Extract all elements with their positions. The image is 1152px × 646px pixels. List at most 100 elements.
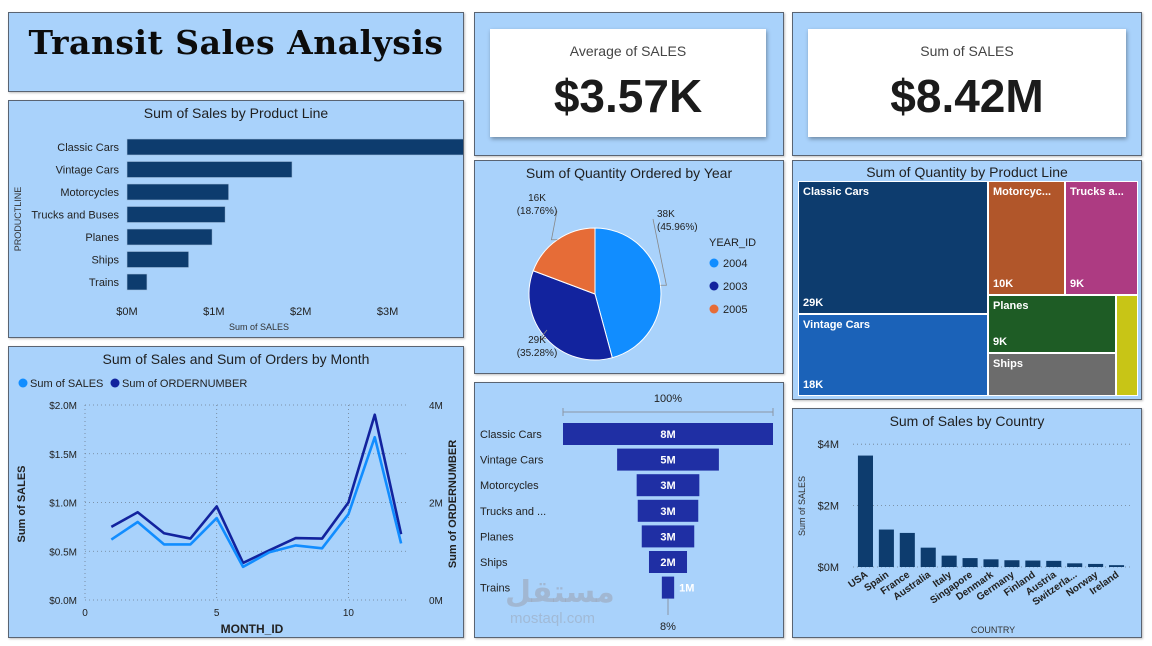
treemap-cell[interactable]: Vintage Cars 18K (798, 314, 988, 396)
line-legend-label: Sum of SALES (30, 378, 103, 390)
funnel-value-label: 3M (660, 506, 675, 518)
year-pie-chart: 38K (45.96%) 29K (35.28%) 16K (18.76%) YEAR_ID… (517, 193, 756, 361)
funnel-bar[interactable] (648, 551, 688, 573)
line-y2tick-label: 4M (429, 401, 443, 412)
country-chart-title: Sum of Sales by Country (889, 413, 1045, 429)
line-series-ordernumber (110, 413, 403, 565)
pie-value-label: 16K (528, 193, 546, 204)
funnel-category-label: Vintage Cars (480, 455, 544, 467)
country-bar[interactable] (920, 547, 936, 567)
treemap-cell-name: Classic Cars (803, 186, 870, 198)
funnel-category-label: Trains (480, 583, 511, 595)
funnel-value-label: 3M (660, 531, 675, 543)
funnel-panel: 100% Classic Cars 8M Vintage Cars 5M Motorcyc… (474, 382, 784, 638)
pie-legend-marker (709, 281, 719, 291)
funnel-bar[interactable] (617, 448, 719, 471)
pie-leader-line (539, 329, 548, 339)
treemap-cell[interactable]: Planes 9K (988, 295, 1116, 353)
country-ytick-label: $2M (818, 501, 839, 513)
treemap-cell[interactable]: Trucks a... 9K (1065, 181, 1138, 295)
treemap-panel: Sum of Quantity by Product Line Classic … (792, 160, 1142, 400)
treemap-cell[interactable]: Motorcyc... 10K (988, 181, 1065, 295)
pie-legend-title: YEAR_ID (709, 237, 756, 249)
funnel-bottom-percent: 8% (660, 621, 676, 633)
productline-category-label: Vintage Cars (56, 165, 120, 177)
country-bar[interactable] (983, 559, 999, 567)
pie-legend-label: 2004 (723, 258, 747, 270)
year-pie-title: Sum of Quantity Ordered by Year (525, 165, 733, 181)
country-bar[interactable] (1088, 563, 1104, 567)
funnel-bar[interactable] (636, 474, 700, 497)
treemap-cell-value: 9K (1070, 278, 1085, 290)
treemap-title: Sum of Quantity by Product Line (866, 164, 1068, 180)
funnel-bar[interactable] (641, 525, 695, 548)
line-ytick-label: $1.5M (49, 450, 77, 461)
country-bar[interactable] (878, 529, 894, 567)
line-xtick-label: 10 (343, 608, 355, 619)
kpi-average-card[interactable]: Average of SALES $3.57K (490, 29, 766, 137)
treemap-cell[interactable] (1116, 295, 1138, 396)
pie-slice-2004[interactable] (594, 227, 662, 359)
country-bar[interactable] (941, 555, 957, 567)
line-legend-marker (18, 378, 28, 388)
productline-bar[interactable] (126, 206, 226, 223)
treemap-cell-name: Planes (993, 300, 1029, 312)
funnel-bar[interactable] (661, 576, 675, 599)
kpi-sum-card[interactable]: Sum of SALES $8.42M (808, 29, 1126, 137)
month-line-title: Sum of Sales and Sum of Orders by Month (102, 351, 370, 367)
country-ytick-label: $0M (818, 562, 839, 574)
country-bar[interactable] (962, 558, 978, 567)
productline-xtick-label: $0M (116, 306, 137, 318)
funnel-bar[interactable] (563, 423, 773, 445)
productline-xtick-label: $1M (203, 306, 224, 318)
country-bar[interactable] (857, 455, 873, 567)
funnel-value-label: 5M (660, 455, 675, 467)
productline-chart-title: Sum of Sales by Product Line (143, 105, 329, 121)
country-bar[interactable] (899, 532, 915, 567)
line-y2tick-label: 2M (429, 499, 443, 510)
productline-bar[interactable] (126, 228, 213, 246)
country-bar[interactable] (1109, 565, 1125, 567)
year-pie-panel: Sum of Quantity Ordered by Year 38K (45.9… (474, 160, 784, 374)
kpi-average-panel: Average of SALES $3.57K (474, 12, 784, 156)
line-legend-label: Sum of ORDERNUMBER (122, 378, 247, 390)
country-xaxis-title: COUNTRY (971, 625, 1015, 635)
productline-category-label: Planes (85, 232, 119, 244)
pie-legend-marker (709, 258, 719, 268)
line-xtick-label: 0 (82, 608, 88, 619)
productline-yaxis-title: PRODUCTLINE (13, 187, 23, 252)
pie-leader-line (652, 218, 667, 286)
pie-value-label: 38K (657, 209, 675, 220)
productline-chart-panel: Sum of Sales by Product Line Classic Car… (8, 100, 464, 338)
treemap-cell[interactable]: Classic Cars 29K (798, 181, 988, 314)
productline-category-label: Trains (89, 277, 120, 289)
productline-bar[interactable] (126, 273, 148, 291)
country-bar[interactable] (1067, 563, 1083, 567)
line-xaxis-title: MONTH_ID (221, 622, 284, 636)
productline-bar[interactable] (126, 183, 229, 201)
sales-funnel-chart: 100% Classic Cars 8M Vintage Cars 5M Motorcyc… (480, 393, 774, 633)
line-ytick-label: $1.0M (49, 499, 77, 510)
funnel-category-label: Ships (480, 557, 508, 569)
treemap-cell-value: 9K (993, 336, 1008, 348)
treemap-cell[interactable]: Ships (988, 353, 1116, 396)
productline-bar[interactable] (126, 138, 463, 156)
productline-xtick-label: $3M (377, 306, 398, 318)
funnel-value-label: 8M (660, 429, 675, 441)
country-chart-panel: Sum of Sales by Country $0M $2M $4M USA Spai… (792, 408, 1142, 638)
funnel-category-label: Motorcycles (480, 480, 539, 492)
country-bar[interactable] (1004, 560, 1020, 567)
kpi-sum-label: Sum of SALES (920, 43, 1014, 59)
productline-bar[interactable] (126, 161, 293, 178)
line-series-sales (110, 435, 403, 569)
month-line-chart: Sum of SALES Sum of ORDERNUMBER $0.0M $0.5M… (16, 378, 459, 636)
country-bar[interactable] (1025, 560, 1041, 567)
country-bar[interactable] (1046, 560, 1062, 567)
treemap-cell-name: Ships (993, 358, 1023, 370)
pie-value-label: 29K (528, 335, 546, 346)
country-yaxis-title: Sum of SALES (797, 476, 807, 536)
productline-bar[interactable] (126, 251, 189, 268)
funnel-category-label: Classic Cars (480, 429, 542, 441)
kpi-sum-value: $8.42M (890, 70, 1044, 122)
funnel-bar[interactable] (637, 499, 699, 522)
